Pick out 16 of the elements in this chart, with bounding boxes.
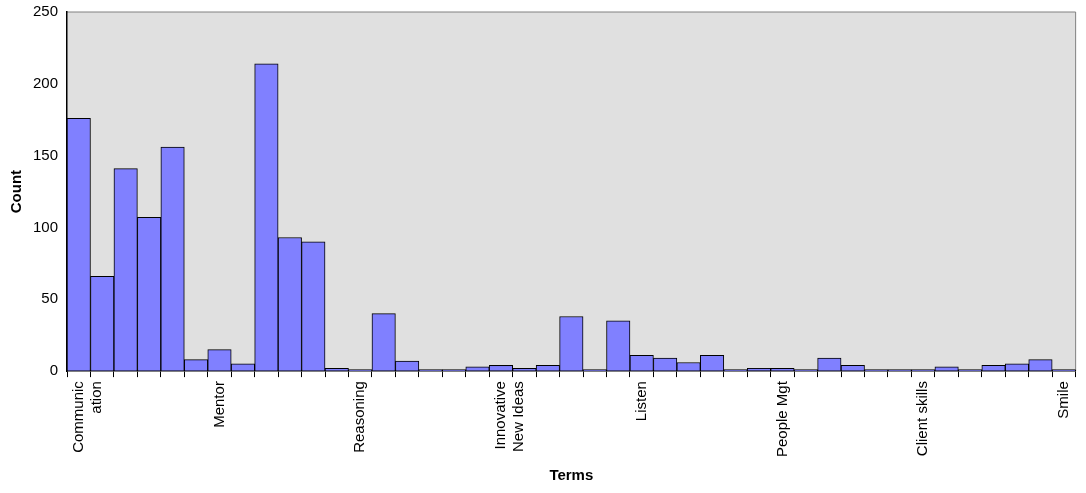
y-tick-label: 50 [41,289,59,307]
x-tick-label: Client skills [913,381,931,457]
y-axis-title: Count [7,169,25,214]
y-tick-label: 150 [33,145,59,163]
y-tick-label: 100 [33,217,59,235]
x-tick-label: Smile [1054,381,1072,419]
x-tick-label: Innovative New Ideas [491,381,527,452]
x-axis-title: Terms [549,466,594,484]
x-tick-label: Communic ation [68,380,104,453]
x-tick-label: Mentor [209,381,227,428]
y-tick-label: 200 [33,73,59,91]
y-tick-label: 0 [49,361,59,379]
x-tick-label: People Mgt [772,380,790,458]
x-tick-label: Listen [631,381,649,422]
y-tick-label: 250 [33,2,59,20]
x-tick-label: Reasoning [350,381,368,453]
